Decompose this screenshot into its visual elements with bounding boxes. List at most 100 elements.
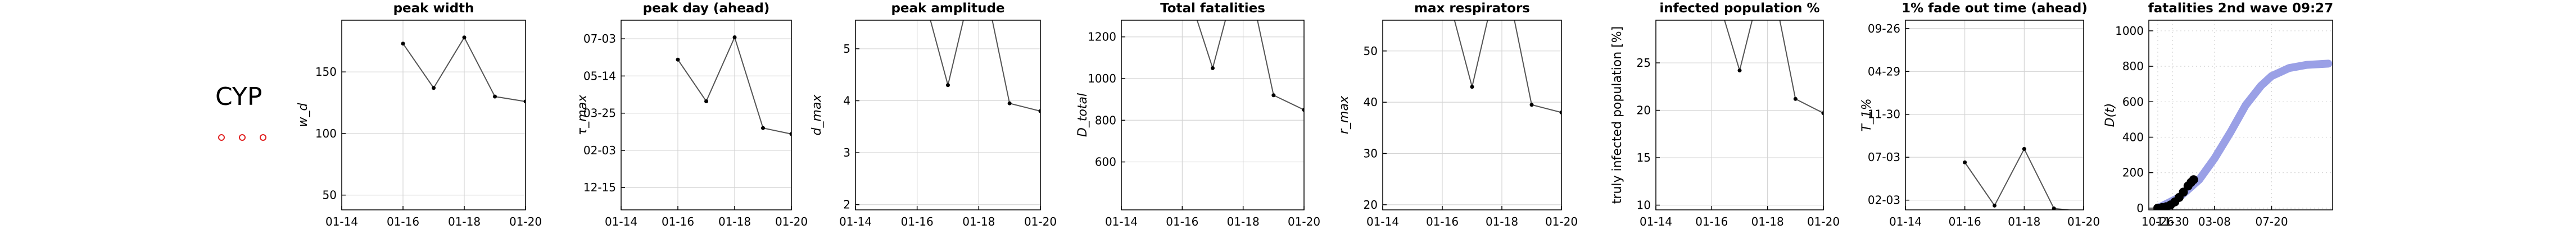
observed-point (2189, 175, 2198, 185)
y-axis-label: D(t) (2103, 103, 2117, 127)
y-axis-label: D_total (1076, 93, 1090, 137)
x-tick-label: 01-18 (448, 215, 481, 228)
x-tick-label: 01-16 (901, 215, 934, 228)
y-tick-label: 1000 (2115, 24, 2144, 38)
data-point (2022, 146, 2026, 151)
chart-title: Total fatalities (1160, 1, 1265, 16)
axes-frame (1121, 20, 1305, 210)
y-tick-label: 5 (843, 42, 850, 56)
series-line (930, 20, 1040, 112)
chart-title: 1% fade out time (ahead) (1902, 1, 2088, 16)
chart-title: peak width (393, 1, 474, 16)
data-point (732, 35, 737, 39)
x-tick-label: 01-18 (962, 215, 995, 228)
y-tick-label: 25 (1637, 56, 1651, 70)
series-line (1196, 20, 1304, 111)
x-tick-label: 01-20 (1024, 215, 1057, 228)
data-point (1302, 108, 1304, 112)
fit-curve (2153, 59, 2333, 210)
y-tick-label: 800 (1095, 113, 1116, 127)
data-point (789, 132, 791, 136)
axes-frame (341, 20, 526, 210)
x-tick-label: 01-16 (1949, 215, 1981, 228)
chart-panel-5: 20 30 40 50 01-14 01-16 01-18 01-20 max respirat… (1337, 1, 1578, 228)
x-tick-label: 01-14 (605, 215, 637, 228)
y-tick-label: 600 (1095, 155, 1116, 169)
y-tick-label: 09-26 (1868, 22, 1900, 35)
x-tick-label: 01-20 (1807, 215, 1840, 228)
x-tick-label: 01-16 (1695, 215, 1728, 228)
data-point (523, 99, 526, 104)
data-point (1963, 160, 1967, 164)
data-point (1793, 97, 1798, 101)
y-axis-label: d_max (810, 94, 824, 136)
y-tick-label: 150 (315, 65, 337, 79)
axes-frame (1382, 20, 1562, 210)
series-group (930, 20, 1040, 113)
y-axis-label: T_1% (1860, 98, 1874, 131)
marker-dot (260, 134, 267, 141)
x-tick-label: 01-18 (2008, 215, 2040, 228)
axes-frame (1655, 20, 1824, 210)
series-group (401, 35, 526, 104)
data-point (432, 86, 436, 90)
y-tick-label: 15 (1637, 151, 1651, 164)
chart-title: infected population % (1659, 1, 1819, 16)
x-tick-label: 01-20 (2067, 215, 2100, 228)
x-tick-label: 01-16 (1426, 215, 1459, 228)
y-axis-label: truly infected population [%] (1610, 26, 1624, 204)
x-tick-label: 01-18 (718, 215, 751, 228)
x-tick-label: 01-14 (1640, 215, 1672, 228)
axes-frame (2148, 20, 2333, 210)
x-tick-label: 01-14 (325, 215, 358, 228)
observed-point (2179, 187, 2188, 197)
chart-panel-3: 2 3 4 5 01-14 01-16 01-18 01-20 peak amplitude d_… (810, 1, 1057, 228)
data-point (704, 99, 708, 103)
x-tick-label: 01-18 (1486, 215, 1518, 228)
series-line (1724, 20, 1823, 114)
data-point (1737, 68, 1742, 73)
x-tick-label: 01-14 (1105, 215, 1138, 228)
data-point (462, 35, 467, 40)
data-point (1821, 111, 1823, 116)
y-tick-label: 3 (843, 146, 850, 159)
chart-title: peak day (ahead) (643, 1, 770, 16)
series-group (1724, 20, 1823, 116)
y-tick-label: 02-03 (1868, 194, 1900, 207)
axes-frame (1905, 20, 2084, 210)
x-tick-label: 01-18 (1751, 215, 1784, 228)
y-tick-label: 03-25 (583, 107, 616, 120)
data-point (676, 57, 680, 62)
y-tick-label: 07-03 (583, 32, 616, 45)
y-axis-label: r_max (1337, 95, 1351, 134)
axes-frame (621, 20, 792, 210)
series-group (1454, 20, 1561, 114)
chart-panel-1: 50 100 150 01-14 01-16 01-18 01-20 peak width w_… (296, 1, 542, 228)
y-axis-label: w_d (296, 102, 310, 127)
x-tick-label: 07-20 (2255, 215, 2288, 228)
y-tick-label: 100 (315, 127, 337, 140)
data-point (1038, 109, 1040, 113)
marker-dot (239, 134, 246, 141)
x-tick-label: 01-20 (1288, 215, 1320, 228)
chart-panel-7: 02-03 07-03 11-30 04-29 09-26 01-14 01-16 01-18… (1860, 1, 2100, 228)
y-tick-label: 400 (2122, 130, 2144, 144)
x-tick-label: 03-08 (2198, 215, 2231, 228)
x-tick-label: 01-14 (839, 215, 872, 228)
data-point (1470, 85, 1474, 89)
data-point (1211, 66, 1215, 70)
y-tick-label: 10 (1637, 199, 1651, 212)
y-tick-label: 200 (2122, 166, 2144, 180)
chart-panel-6: 10 15 20 25 01-14 01-16 01-18 01-20 infected pop… (1610, 1, 1840, 228)
chart-panel-4: 600 800 1000 1200 01-14 01-16 01-18 01-20 Total … (1076, 1, 1320, 228)
y-tick-label: 50 (1364, 44, 1378, 58)
data-point (493, 94, 497, 99)
x-tick-label: 01-20 (1545, 215, 1578, 228)
series-line (1454, 20, 1561, 113)
y-tick-label: 30 (1364, 147, 1378, 160)
data-point (1529, 103, 1534, 107)
y-tick-label: 50 (323, 189, 337, 202)
data-point (1993, 203, 1996, 208)
x-tick-label: 01-16 (1166, 215, 1198, 228)
